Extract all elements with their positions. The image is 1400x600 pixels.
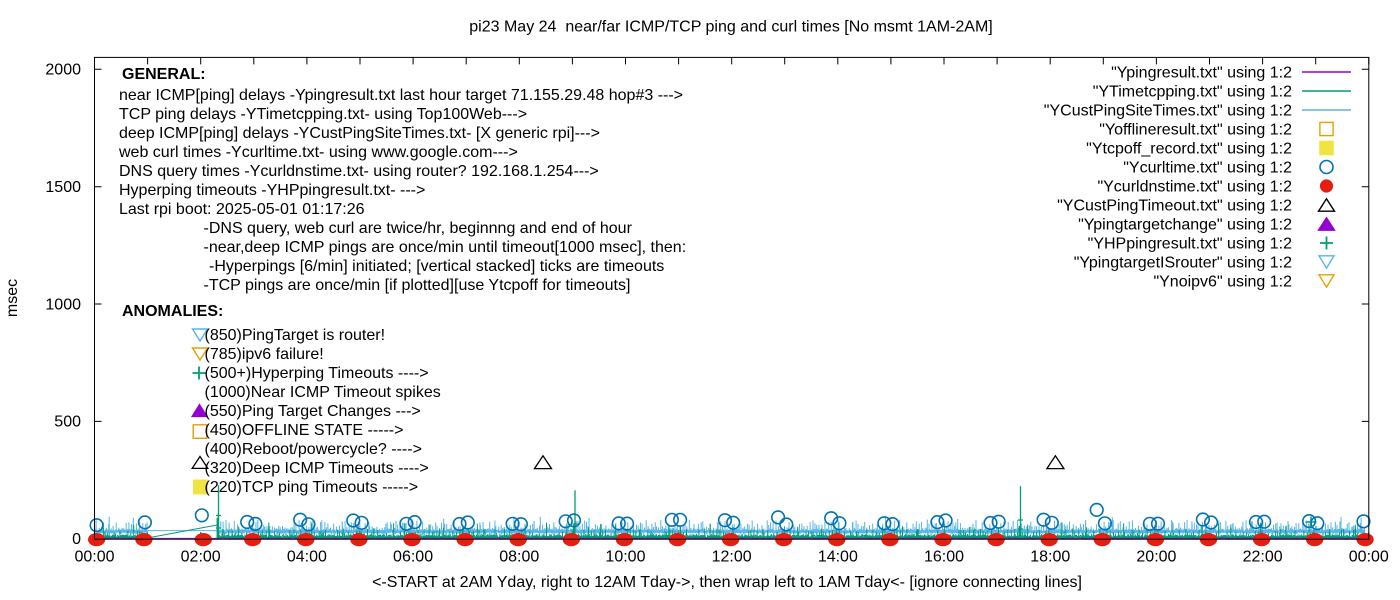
svg-text:00:00: 00:00 xyxy=(1349,549,1389,566)
svg-text:(320)Deep ICMP Timeouts ---->: (320)Deep ICMP Timeouts ----> xyxy=(205,460,429,477)
svg-text:"YpingtargetISrouter" using 1:: "YpingtargetISrouter" using 1:2 xyxy=(1074,255,1292,272)
svg-text:1500: 1500 xyxy=(45,179,81,196)
svg-text:20:00: 20:00 xyxy=(1136,549,1176,566)
svg-text:(400)Reboot/powercycle? ---->: (400)Reboot/powercycle? ----> xyxy=(205,441,422,458)
svg-text:deep ICMP[ping] delays -YCustP: deep ICMP[ping] delays -YCustPingSiteTim… xyxy=(119,125,600,142)
svg-text:<-START at 2AM Yday, right to: <-START at 2AM Yday, right to 12AM Tday-… xyxy=(372,574,1082,591)
svg-text:14:00: 14:00 xyxy=(818,549,858,566)
svg-text:500: 500 xyxy=(54,414,81,431)
svg-text:DNS query times -Ycurldnstime.: DNS query times -Ycurldnstime.txt- using… xyxy=(119,163,599,180)
svg-text:web curl times -Ycurltime.txt-: web curl times -Ycurltime.txt- using www… xyxy=(118,144,518,161)
svg-text:"Yofflineresult.txt" using 1:2: "Yofflineresult.txt" using 1:2 xyxy=(1099,122,1292,139)
svg-text:msec: msec xyxy=(4,279,21,317)
svg-text:"YCustPingTimeout.txt" using 1: "YCustPingTimeout.txt" using 1:2 xyxy=(1057,198,1292,215)
svg-text:22:00: 22:00 xyxy=(1243,549,1283,566)
svg-text:"Ycurldnstime.txt" using 1:2: "Ycurldnstime.txt" using 1:2 xyxy=(1097,179,1292,196)
svg-text:Last rpi boot: 2025-05-01 01:1: Last rpi boot: 2025-05-01 01:17:26 xyxy=(119,201,365,218)
svg-text:-DNS query, web curl are twice: -DNS query, web curl are twice/hr, begin… xyxy=(204,220,633,237)
svg-text:(220)TCP ping Timeouts ----->: (220)TCP ping Timeouts -----> xyxy=(205,479,419,496)
svg-text:-TCP pings are once/min [if pl: -TCP pings are once/min [if plotted][use… xyxy=(204,277,631,294)
svg-text:1000: 1000 xyxy=(45,296,81,313)
svg-text:(500+)Hyperping Timeouts ---->: (500+)Hyperping Timeouts ----> xyxy=(205,365,429,382)
svg-text:"Ycurltime.txt" using 1:2: "Ycurltime.txt" using 1:2 xyxy=(1123,160,1292,177)
svg-text:0: 0 xyxy=(72,531,81,548)
svg-text:02:00: 02:00 xyxy=(181,549,221,566)
svg-text:(1000)Near ICMP Timeout spikes: (1000)Near ICMP Timeout spikes xyxy=(205,384,441,401)
svg-text:GENERAL:: GENERAL: xyxy=(122,66,206,83)
svg-text:16:00: 16:00 xyxy=(924,549,964,566)
svg-text:"YHPpingresult.txt" using 1:2: "YHPpingresult.txt" using 1:2 xyxy=(1088,236,1292,253)
svg-text:06:00: 06:00 xyxy=(393,549,433,566)
svg-text:ANOMALIES:: ANOMALIES: xyxy=(122,303,223,320)
svg-text:2000: 2000 xyxy=(45,62,81,79)
svg-text:(550)Ping Target Changes --->: (550)Ping Target Changes ---> xyxy=(205,403,421,420)
svg-text:18:00: 18:00 xyxy=(1030,549,1070,566)
svg-text:pi23 May 24 near/far ICMP/TCP: pi23 May 24 near/far ICMP/TCP ping and c… xyxy=(469,19,992,36)
svg-text:Hyperping timeouts -YHPpingres: Hyperping timeouts -YHPpingresult.txt- -… xyxy=(119,182,425,199)
svg-text:(850)PingTarget is router!: (850)PingTarget is router! xyxy=(205,327,386,344)
svg-text:near ICMP[ping] delays -Ypingr: near ICMP[ping] delays -Ypingresult.txt … xyxy=(119,87,683,104)
svg-text:04:00: 04:00 xyxy=(287,549,327,566)
svg-text:08:00: 08:00 xyxy=(499,549,539,566)
svg-text:"YCustPingSiteTimes.txt" using: "YCustPingSiteTimes.txt" using 1:2 xyxy=(1044,103,1292,120)
svg-text:"Ytcpoff_record.txt" using 1:2: "Ytcpoff_record.txt" using 1:2 xyxy=(1086,141,1292,158)
svg-text:(450)OFFLINE STATE ----->: (450)OFFLINE STATE -----> xyxy=(205,422,404,439)
svg-text:"Ynoipv6" using 1:2: "Ynoipv6" using 1:2 xyxy=(1153,274,1292,291)
svg-text:-near,deep ICMP pings are once: -near,deep ICMP pings are once/min until… xyxy=(204,239,687,256)
svg-text:"YTimetcpping.txt" using 1:2: "YTimetcpping.txt" using 1:2 xyxy=(1093,84,1292,101)
svg-text:-Hyperpings [6/min] initiated;: -Hyperpings [6/min] initiated; [vertical… xyxy=(209,258,664,275)
svg-text:"Ypingresult.txt" using 1:2: "Ypingresult.txt" using 1:2 xyxy=(1111,65,1292,82)
svg-text:12:00: 12:00 xyxy=(712,549,752,566)
svg-text:TCP ping delays -YTimetcpping.: TCP ping delays -YTimetcpping.txt- using… xyxy=(119,106,527,123)
svg-text:00:00: 00:00 xyxy=(74,549,114,566)
svg-text:"Ypingtargetchange" using 1:2: "Ypingtargetchange" using 1:2 xyxy=(1078,217,1292,234)
svg-text:(785)ipv6 failure!: (785)ipv6 failure! xyxy=(205,346,324,363)
svg-text:10:00: 10:00 xyxy=(605,549,645,566)
